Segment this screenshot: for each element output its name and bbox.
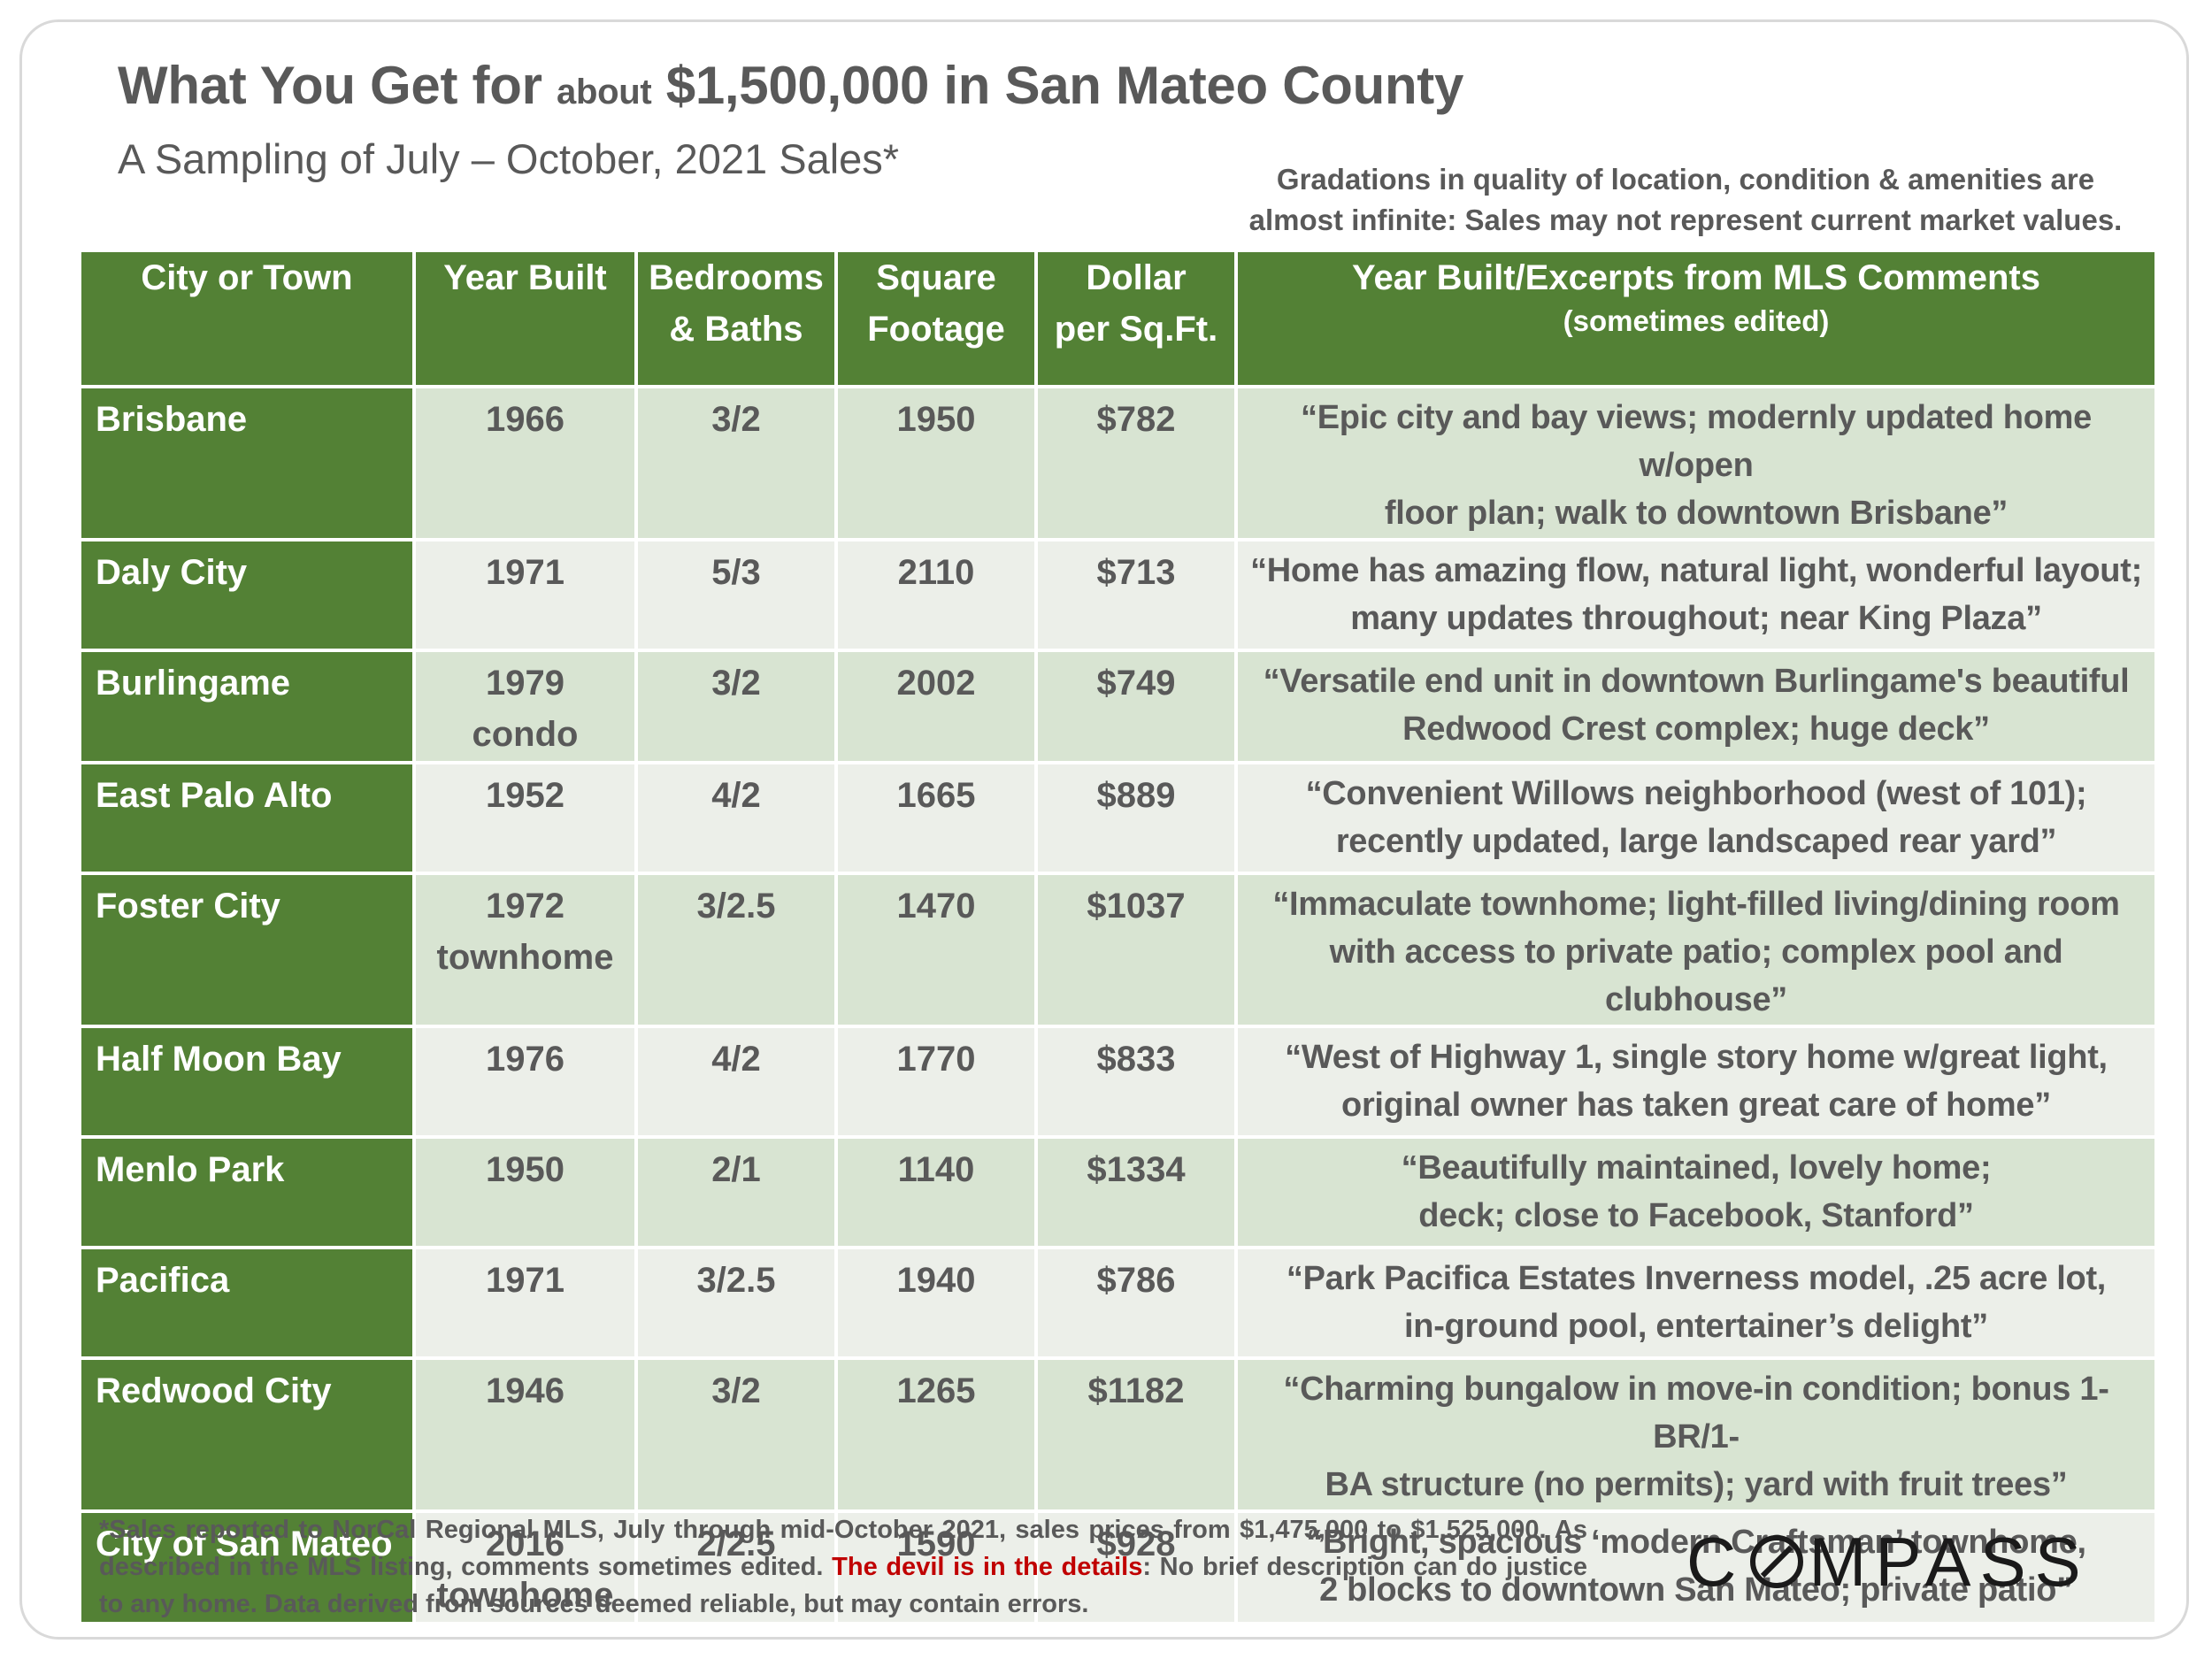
cell-dollar-per-sqft: $1182 <box>1034 1356 1238 1513</box>
cell-dollar-per-sqft: $786 <box>1034 1246 1238 1360</box>
table-row: Redwood City 1946 3/2 1265 $1182 “Charming bu… <box>78 1356 2158 1513</box>
cell-city: Pacifica <box>78 1246 416 1360</box>
table-row: Foster City 1972 townhome 3/2.5 1470 $1037 “Im… <box>78 872 2158 1028</box>
cell-square-footage: 2110 <box>834 538 1038 652</box>
logo-right-text: MPASS <box>1809 1522 2090 1601</box>
compass-logo: C MPASS <box>1686 1522 2090 1601</box>
cell-comment: “Convenient Willows neighborhood (west o… <box>1234 761 2158 875</box>
cell-year-built: 1950 <box>412 1135 638 1249</box>
cell-city: Daly City <box>78 538 416 652</box>
cell-comment: “Home has amazing flow, natural light, w… <box>1234 538 2158 652</box>
page-title: What You Get for about $1,500,000 in San… <box>118 55 1463 116</box>
table-row: Daly City 1971 5/3 2110 $713 “Home has amazin… <box>78 538 2158 652</box>
cell-city: Menlo Park <box>78 1135 416 1249</box>
cell-comment: “Bright, spacious ‘modern Craftsman’ tow… <box>1234 1509 2158 1625</box>
table-row: Brisbane 1966 3/2 1950 $782 “Epic city and ba… <box>78 385 2158 541</box>
cell-square-footage: 1470 <box>834 872 1038 1028</box>
cell-square-footage: 1940 <box>834 1246 1038 1360</box>
cell-dollar-per-sqft: $1037 <box>1034 872 1238 1028</box>
table-row: Burlingame 1979 condo 3/2 2002 $749 “Versatile… <box>78 649 2158 764</box>
footnote: *Sales reported to NorCal Regional MLS, … <box>99 1511 1587 1623</box>
cell-square-footage: 1265 <box>834 1356 1038 1513</box>
cell-year-built: 1952 <box>412 761 638 875</box>
cell-comment: “Park Pacifica Estates Inverness model, … <box>1234 1246 2158 1360</box>
cell-beds-baths: 3/2 <box>634 385 838 541</box>
cell-beds-baths: 2/2.5 <box>634 1509 838 1625</box>
cell-city: City of San Mateo <box>78 1509 416 1625</box>
table-row: Half Moon Bay 1976 4/2 1770 $833 “West of Hig… <box>78 1025 2158 1139</box>
table-header-row: City or Town Year Built Bedrooms & Baths … <box>78 249 2158 388</box>
header-square-footage: Square Footage <box>834 249 1038 388</box>
cell-year-built: 1971 <box>412 1246 638 1360</box>
table-row: East Palo Alto 1952 4/2 1665 $889 “Convenient… <box>78 761 2158 875</box>
cell-dollar-per-sqft: $782 <box>1034 385 1238 541</box>
cell-comment: “Versatile end unit in downtown Burlinga… <box>1234 649 2158 764</box>
cell-comment: “Beautifully maintained, lovely home; dec… <box>1234 1135 2158 1249</box>
cell-city: Foster City <box>78 872 416 1028</box>
cell-square-footage: 1950 <box>834 385 1038 541</box>
cell-square-footage: 1590 <box>834 1509 1038 1625</box>
cell-year-built: 1976 <box>412 1025 638 1139</box>
cell-year-built: 1946 <box>412 1356 638 1513</box>
cell-year-built: 1972 townhome <box>412 872 638 1028</box>
cell-comment: “Immaculate townhome; light-filled livin… <box>1234 872 2158 1028</box>
cell-dollar-per-sqft: $928 <box>1034 1509 1238 1625</box>
logo-left-text: C <box>1686 1522 1746 1601</box>
cell-square-footage: 1140 <box>834 1135 1038 1249</box>
cell-city: Half Moon Bay <box>78 1025 416 1139</box>
cell-beds-baths: 3/2 <box>634 649 838 764</box>
cell-comment: “West of Highway 1, single story home w/… <box>1234 1025 2158 1139</box>
cell-square-footage: 1770 <box>834 1025 1038 1139</box>
title-suffix: $1,500,000 in San Mateo County <box>651 56 1464 115</box>
table-row: Menlo Park 1950 2/1 1140 $1334 “Beautifully m… <box>78 1135 2158 1249</box>
cell-year-built: 1979 condo <box>412 649 638 764</box>
cell-city: Burlingame <box>78 649 416 764</box>
table-body: Brisbane 1966 3/2 1950 $782 “Epic city and ba… <box>78 385 2158 1625</box>
cell-beds-baths: 5/3 <box>634 538 838 652</box>
title-small: about <box>557 73 652 111</box>
note-line-1: Gradations in quality of location, condi… <box>1276 163 2095 196</box>
disclaimer-note: Gradations in quality of location, condi… <box>1177 159 2194 241</box>
cell-comment: “Charming bungalow in move-in condition;… <box>1234 1356 2158 1513</box>
footnote-part-2: : No brief description can do justice to… <box>99 1553 1587 1618</box>
cell-beds-baths: 3/2.5 <box>634 1246 838 1360</box>
cell-city: East Palo Alto <box>78 761 416 875</box>
compass-o-icon <box>1750 1535 1804 1588</box>
footnote-part-1: *Sales reported to NorCal Regional MLS, … <box>99 1516 1587 1581</box>
cell-year-built: 1966 <box>412 385 638 541</box>
cell-beds-baths: 3/2 <box>634 1356 838 1513</box>
cell-dollar-per-sqft: $749 <box>1034 649 1238 764</box>
page-subtitle: A Sampling of July – October, 2021 Sales… <box>118 135 900 182</box>
header-comments: Year Built/Excerpts from MLS Comments (so… <box>1234 249 2158 388</box>
cell-city: Brisbane <box>78 385 416 541</box>
title-prefix: What You Get for <box>118 56 557 115</box>
header-year-built: Year Built <box>412 249 638 388</box>
cell-beds-baths: 3/2.5 <box>634 872 838 1028</box>
cell-comment: “Epic city and bay views; modernly updat… <box>1234 385 2158 541</box>
table-row: City of San Mateo 2016 townhome 2/2.5 1590 $9… <box>78 1509 2158 1625</box>
cell-beds-baths: 4/2 <box>634 761 838 875</box>
cell-dollar-per-sqft: $1334 <box>1034 1135 1238 1249</box>
footnote-devil: The devil is in the details <box>832 1553 1143 1581</box>
cell-year-built: 2016 townhome <box>412 1509 638 1625</box>
cell-square-footage: 1665 <box>834 761 1038 875</box>
cell-beds-baths: 4/2 <box>634 1025 838 1139</box>
cell-square-footage: 2002 <box>834 649 1038 764</box>
cell-dollar-per-sqft: $713 <box>1034 538 1238 652</box>
cell-beds-baths: 2/1 <box>634 1135 838 1249</box>
cell-city: Redwood City <box>78 1356 416 1513</box>
table-row: Pacifica 1971 3/2.5 1940 $786 “Park Pacifica … <box>78 1246 2158 1360</box>
header-city: City or Town <box>78 249 416 388</box>
header-beds-baths: Bedrooms & Baths <box>634 249 838 388</box>
sales-table: City or Town Year Built Bedrooms & Baths … <box>78 249 2158 1625</box>
header-dollar-per-sqft: Dollar per Sq.Ft. <box>1034 249 1238 388</box>
cell-year-built: 1971 <box>412 538 638 652</box>
cell-dollar-per-sqft: $889 <box>1034 761 1238 875</box>
cell-dollar-per-sqft: $833 <box>1034 1025 1238 1139</box>
note-line-2: almost infinite: Sales may not represent… <box>1248 204 2123 236</box>
